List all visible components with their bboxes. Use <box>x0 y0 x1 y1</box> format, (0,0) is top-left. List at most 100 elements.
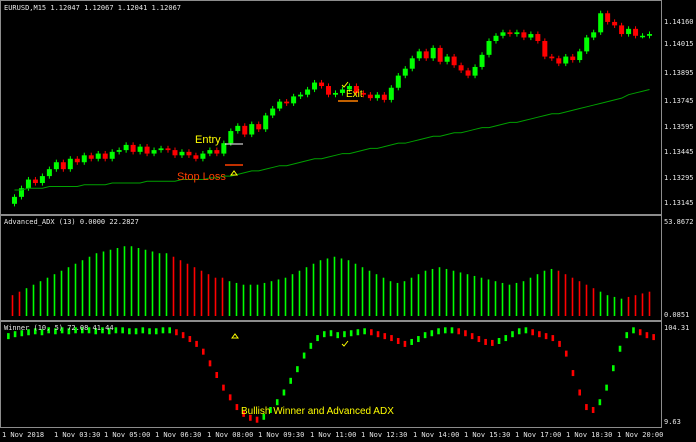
candle-body <box>633 28 639 36</box>
winner-bar <box>551 335 555 342</box>
candle-body <box>256 124 262 130</box>
winner-bar <box>128 328 131 335</box>
time-tick: 1 Nov 03:30 <box>54 431 101 439</box>
candle-body <box>388 87 394 100</box>
adx-indicator-pane[interactable]: Advanced_ADX (13) 0.0000 22.2827 <box>0 215 662 321</box>
winner-bar <box>558 340 561 347</box>
candle-body <box>458 65 464 71</box>
candle-body <box>570 56 576 61</box>
price-tick: 1.14160 <box>664 18 694 26</box>
candle-body <box>116 150 122 152</box>
time-tick: 1 Nov 15:30 <box>464 431 511 439</box>
winner-bar <box>33 328 37 335</box>
winner-bar <box>235 404 239 411</box>
price-tick: 1.13145 <box>664 199 694 207</box>
winner-bar <box>423 332 427 339</box>
winner-bar <box>517 328 521 335</box>
candle-body <box>109 151 115 159</box>
winner-bar <box>638 329 642 336</box>
winner-bar <box>67 328 71 335</box>
winner-bar <box>437 328 440 335</box>
candle-body <box>214 150 220 154</box>
candle-body <box>577 51 583 61</box>
candle-body <box>319 82 325 87</box>
winner-bar <box>410 338 413 345</box>
winner-bar <box>107 328 111 335</box>
candle-body <box>542 40 548 57</box>
candle-body <box>444 56 450 62</box>
candle-body <box>11 196 17 204</box>
candle-body <box>46 169 52 177</box>
candle-body <box>158 148 164 151</box>
winner-bar <box>538 331 541 338</box>
candle-body <box>507 32 513 35</box>
winner-bar <box>457 328 461 335</box>
candle-body <box>207 150 213 154</box>
candle-body <box>242 125 248 135</box>
winner-bar <box>289 377 292 384</box>
exit-label: Exit <box>346 89 363 100</box>
candle-body <box>74 158 80 163</box>
winner-bar <box>544 333 548 340</box>
candle-body <box>200 153 206 159</box>
candle-body <box>312 82 318 90</box>
candle-body <box>339 89 345 93</box>
candle-body <box>367 94 373 99</box>
candle-body <box>612 21 618 26</box>
candle-body <box>472 66 478 76</box>
time-tick: 1 Nov 11:00 <box>310 431 357 439</box>
candle-body <box>81 155 87 163</box>
winner-bar <box>591 406 595 413</box>
stop-loss-label: Stop Loss <box>177 171 226 183</box>
winner-histogram-svg <box>7 327 655 423</box>
candle-body <box>193 155 199 159</box>
winner-bar <box>134 328 138 335</box>
winner-bar <box>336 332 340 339</box>
winner-bar <box>343 331 346 338</box>
winner-tick: 104.31 <box>664 324 690 332</box>
candle-body <box>549 56 555 59</box>
winner-bar <box>645 332 649 339</box>
candle-body <box>277 101 283 109</box>
winner-bar <box>195 340 198 347</box>
price-tick: 1.13295 <box>664 174 694 182</box>
winner-indicator-pane[interactable]: Winner (10, 5) 72.08 41.44 Bullish Winne… <box>0 321 662 428</box>
candle-body <box>465 70 471 76</box>
candle-body <box>437 47 443 62</box>
winner-up-arrow-icon <box>231 333 239 339</box>
winner-bar <box>511 331 514 338</box>
time-axis: 1 Nov 2018 1 Nov 03:30 1 Nov 05:00 1 Nov… <box>0 428 696 442</box>
adx-histogram-svg <box>11 246 651 316</box>
time-tick: 1 Nov 09:30 <box>258 431 305 439</box>
adx-tick: 53.8672 <box>664 218 694 226</box>
candle-body <box>172 150 178 156</box>
winner-scale: 104.31 9.63 <box>662 321 696 428</box>
winner-bar <box>20 330 24 337</box>
candle-body <box>528 34 534 38</box>
candle-body <box>291 96 297 104</box>
candle-body <box>165 148 171 151</box>
winner-bar <box>296 366 299 373</box>
price-tick: 1.13895 <box>664 69 694 77</box>
candle-body <box>67 158 73 170</box>
time-tick: 1 Nov 08:00 <box>207 431 254 439</box>
winner-bar <box>349 330 353 337</box>
time-tick: 1 Nov 20:00 <box>617 431 664 439</box>
buy-arrow-icon <box>230 170 238 176</box>
price-chart-pane[interactable]: EURUSD,M15 1.12047 1.12067 1.12041 1.120… <box>0 0 662 215</box>
winner-bar <box>74 327 77 334</box>
candle-body <box>53 162 59 170</box>
winner-bar <box>625 332 629 339</box>
winner-bar <box>396 337 400 344</box>
candle-body <box>647 34 653 36</box>
candle-body <box>235 125 241 132</box>
candle-body <box>640 35 646 38</box>
time-tick: 1 Nov 17:00 <box>515 431 562 439</box>
candle-body <box>584 37 590 52</box>
winner-bar <box>40 329 44 336</box>
candle-body <box>305 89 311 95</box>
candle-body <box>25 179 31 189</box>
candle-body <box>130 144 136 152</box>
winner-tick: 9.63 <box>664 418 681 426</box>
winner-bar <box>161 327 165 334</box>
